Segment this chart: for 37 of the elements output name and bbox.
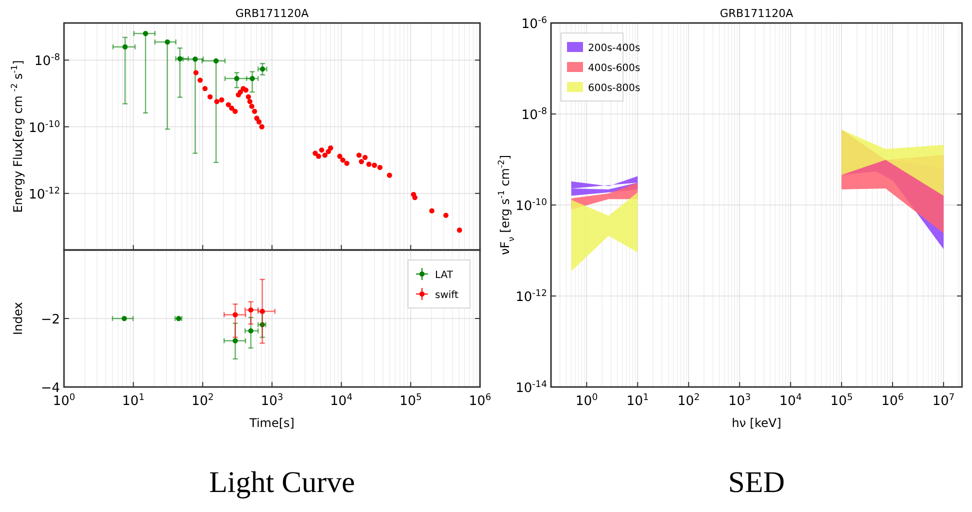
legend-label: 400s-600s (588, 63, 640, 74)
y-tick-label: 10$^{-10}$ (516, 198, 548, 214)
y-tick-label: −4 (40, 381, 60, 396)
x-tick-label: 10$^{7}$ (932, 393, 955, 409)
x-tick-label: 10$^{4}$ (330, 393, 353, 409)
y-tick-label: 10$^{-14}$ (516, 380, 548, 396)
legend-label: 600s-800s (588, 83, 640, 94)
x-tick-label: 10$^{0}$ (575, 393, 598, 409)
chart-title: GRB171120A (235, 7, 310, 20)
y-tick-label: 10$^{-10}$ (28, 120, 60, 136)
x-tick-label: 10$^{3}$ (728, 393, 751, 409)
legend-label: LAT (435, 270, 454, 281)
x-tick-label: 10$^{6}$ (468, 393, 492, 409)
x-tick-label: 10$^{0}$ (52, 393, 76, 409)
x-tick-label: 10$^{6}$ (881, 393, 904, 409)
y-tick-label: 10$^{-12}$ (28, 186, 60, 202)
legend-label: swift (435, 290, 459, 301)
x-axis-title: Time[s] (248, 416, 294, 430)
y-tick-label: 10$^{-8}$ (521, 107, 548, 123)
y-tick-label: −2 (40, 312, 60, 328)
legend-label: 200s-400s (588, 43, 640, 54)
x-tick-label: 10$^{1}$ (122, 393, 145, 409)
x-tick-label: 10$^{5}$ (399, 393, 422, 409)
x-tick-label: 10$^{1}$ (626, 393, 649, 409)
y-tick-label: 10$^{-8}$ (34, 53, 60, 70)
y-axis-title: Index (11, 302, 25, 336)
x-tick-label: 10$^{4}$ (779, 393, 802, 409)
y-tick-label: 10$^{-6}$ (521, 16, 548, 32)
x-tick-label: 10$^{3}$ (260, 393, 284, 409)
text: Light Curve (209, 466, 355, 499)
x-tick-label: 10$^{2}$ (677, 393, 700, 409)
x-tick-label: 10$^{2}$ (191, 393, 214, 409)
y-tick-label: 10$^{-12}$ (516, 289, 547, 305)
x-tick-label: 10$^{5}$ (830, 393, 853, 409)
text: SED (728, 466, 785, 499)
x-axis-title: hν [keV] (732, 416, 782, 430)
chart-title: GRB171120A (720, 7, 794, 20)
